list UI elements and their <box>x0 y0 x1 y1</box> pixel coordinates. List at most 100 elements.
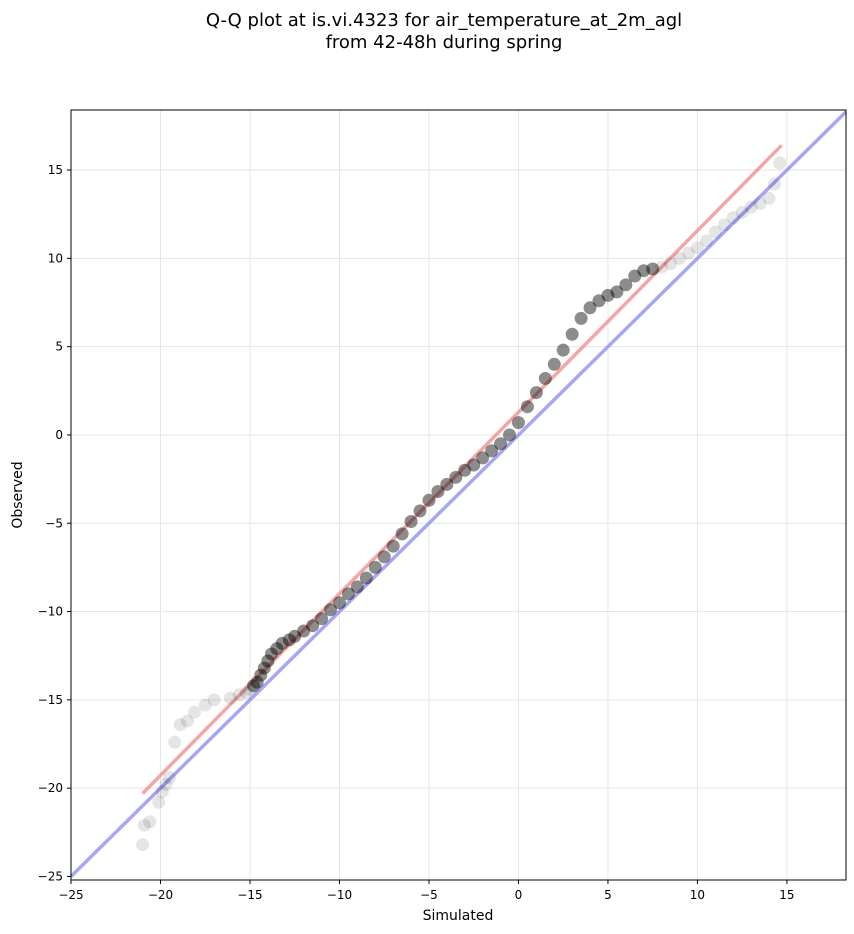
qq-point <box>556 343 570 357</box>
x-axis-ticks: −25 −20 −15 −10 −5 0 5 10 15 <box>58 880 795 902</box>
qq-point <box>264 647 278 661</box>
qq-point <box>458 463 472 477</box>
qq-point <box>735 205 749 219</box>
qq-point <box>773 156 787 170</box>
qq-point <box>386 539 400 553</box>
x-tick-label: 5 <box>604 888 612 902</box>
qq-point <box>261 654 275 668</box>
qq-point <box>368 560 382 574</box>
qq-point <box>494 437 508 451</box>
qq-point <box>431 484 445 498</box>
qq-point <box>574 311 588 325</box>
qq-point <box>168 735 182 749</box>
qq-point <box>753 197 767 211</box>
qq-point <box>529 386 543 400</box>
qq-point <box>690 241 704 255</box>
qq-point <box>143 815 157 829</box>
qq-point <box>162 771 176 785</box>
chart-title-line2: from 42-48h during spring <box>326 32 563 53</box>
qq-point <box>681 246 695 260</box>
qq-point <box>717 218 731 232</box>
qq-point <box>395 527 409 541</box>
qq-point <box>637 264 651 278</box>
fit-line <box>141 144 783 795</box>
y-tick-label: 5 <box>55 340 63 354</box>
reference-lines <box>69 110 848 878</box>
qq-point <box>413 504 427 518</box>
x-tick-label: 0 <box>515 888 523 902</box>
qq-point <box>136 838 150 852</box>
x-tick-label: 10 <box>690 888 705 902</box>
grid-lines <box>71 110 846 880</box>
qq-point <box>137 818 151 832</box>
qq-point <box>610 285 624 299</box>
qq-point <box>449 470 463 484</box>
x-tick-label: −25 <box>58 888 83 902</box>
qq-point <box>275 636 289 650</box>
qq-point <box>223 691 237 705</box>
qq-point <box>239 686 253 700</box>
qq-point <box>332 596 346 610</box>
qq-point <box>377 550 391 564</box>
qq-point <box>467 458 481 472</box>
qq-point <box>476 451 490 465</box>
qq-point <box>655 260 669 274</box>
y-axis-ticks: −25 −20 −15 −10 −5 0 5 10 15 <box>38 163 71 883</box>
y-tick-label: −20 <box>38 781 63 795</box>
quantile-points <box>136 156 787 852</box>
qq-point <box>152 795 166 809</box>
qq-point <box>159 778 173 792</box>
qq-point <box>726 211 740 225</box>
y-tick-label: 15 <box>48 163 63 177</box>
qq-point <box>250 675 264 689</box>
x-axis-label: Simulated <box>423 908 494 924</box>
qq-point <box>341 587 355 601</box>
qq-point <box>673 251 687 265</box>
qq-point <box>592 294 606 308</box>
qq-point <box>708 225 722 239</box>
qq-point <box>232 688 246 702</box>
qq-point <box>583 301 597 315</box>
qq-point <box>744 200 758 214</box>
qq-point <box>699 234 713 248</box>
qq-point <box>173 718 187 732</box>
qq-point <box>547 357 561 371</box>
qq-point <box>315 612 329 626</box>
identity-line <box>69 110 848 878</box>
qq-point <box>350 580 364 594</box>
chart-title-line1: Q-Q plot at is.vi.4323 for air_temperatu… <box>206 10 682 31</box>
y-tick-label: −15 <box>38 693 63 707</box>
qq-point <box>257 661 271 675</box>
x-tick-label: −20 <box>148 888 173 902</box>
y-tick-label: −5 <box>45 516 63 530</box>
qq-point <box>646 262 660 276</box>
qq-point <box>664 257 678 271</box>
qq-point <box>155 785 169 799</box>
qq-point <box>762 191 776 205</box>
qq-point <box>324 603 338 617</box>
qq-point <box>198 698 212 712</box>
qq-point <box>180 714 194 728</box>
qq-point <box>187 705 201 719</box>
qq-point <box>282 633 296 647</box>
y-tick-label: 10 <box>48 251 63 265</box>
qq-point <box>619 278 633 292</box>
qq-point <box>247 679 261 693</box>
qq-point <box>520 400 534 414</box>
qq-point <box>511 416 525 430</box>
qq-point <box>485 444 499 458</box>
y-tick-label: −25 <box>38 869 63 883</box>
qq-point <box>440 477 454 491</box>
qq-point <box>767 177 781 191</box>
qq-point <box>207 693 221 707</box>
qq-point <box>404 514 418 528</box>
qq-point <box>270 642 284 656</box>
qq-point <box>297 624 311 638</box>
x-tick-label: −15 <box>237 888 262 902</box>
x-tick-label: 15 <box>779 888 794 902</box>
qq-point <box>243 682 257 696</box>
y-tick-label: −10 <box>38 605 63 619</box>
y-tick-label: 0 <box>55 428 63 442</box>
qq-point <box>254 668 268 682</box>
